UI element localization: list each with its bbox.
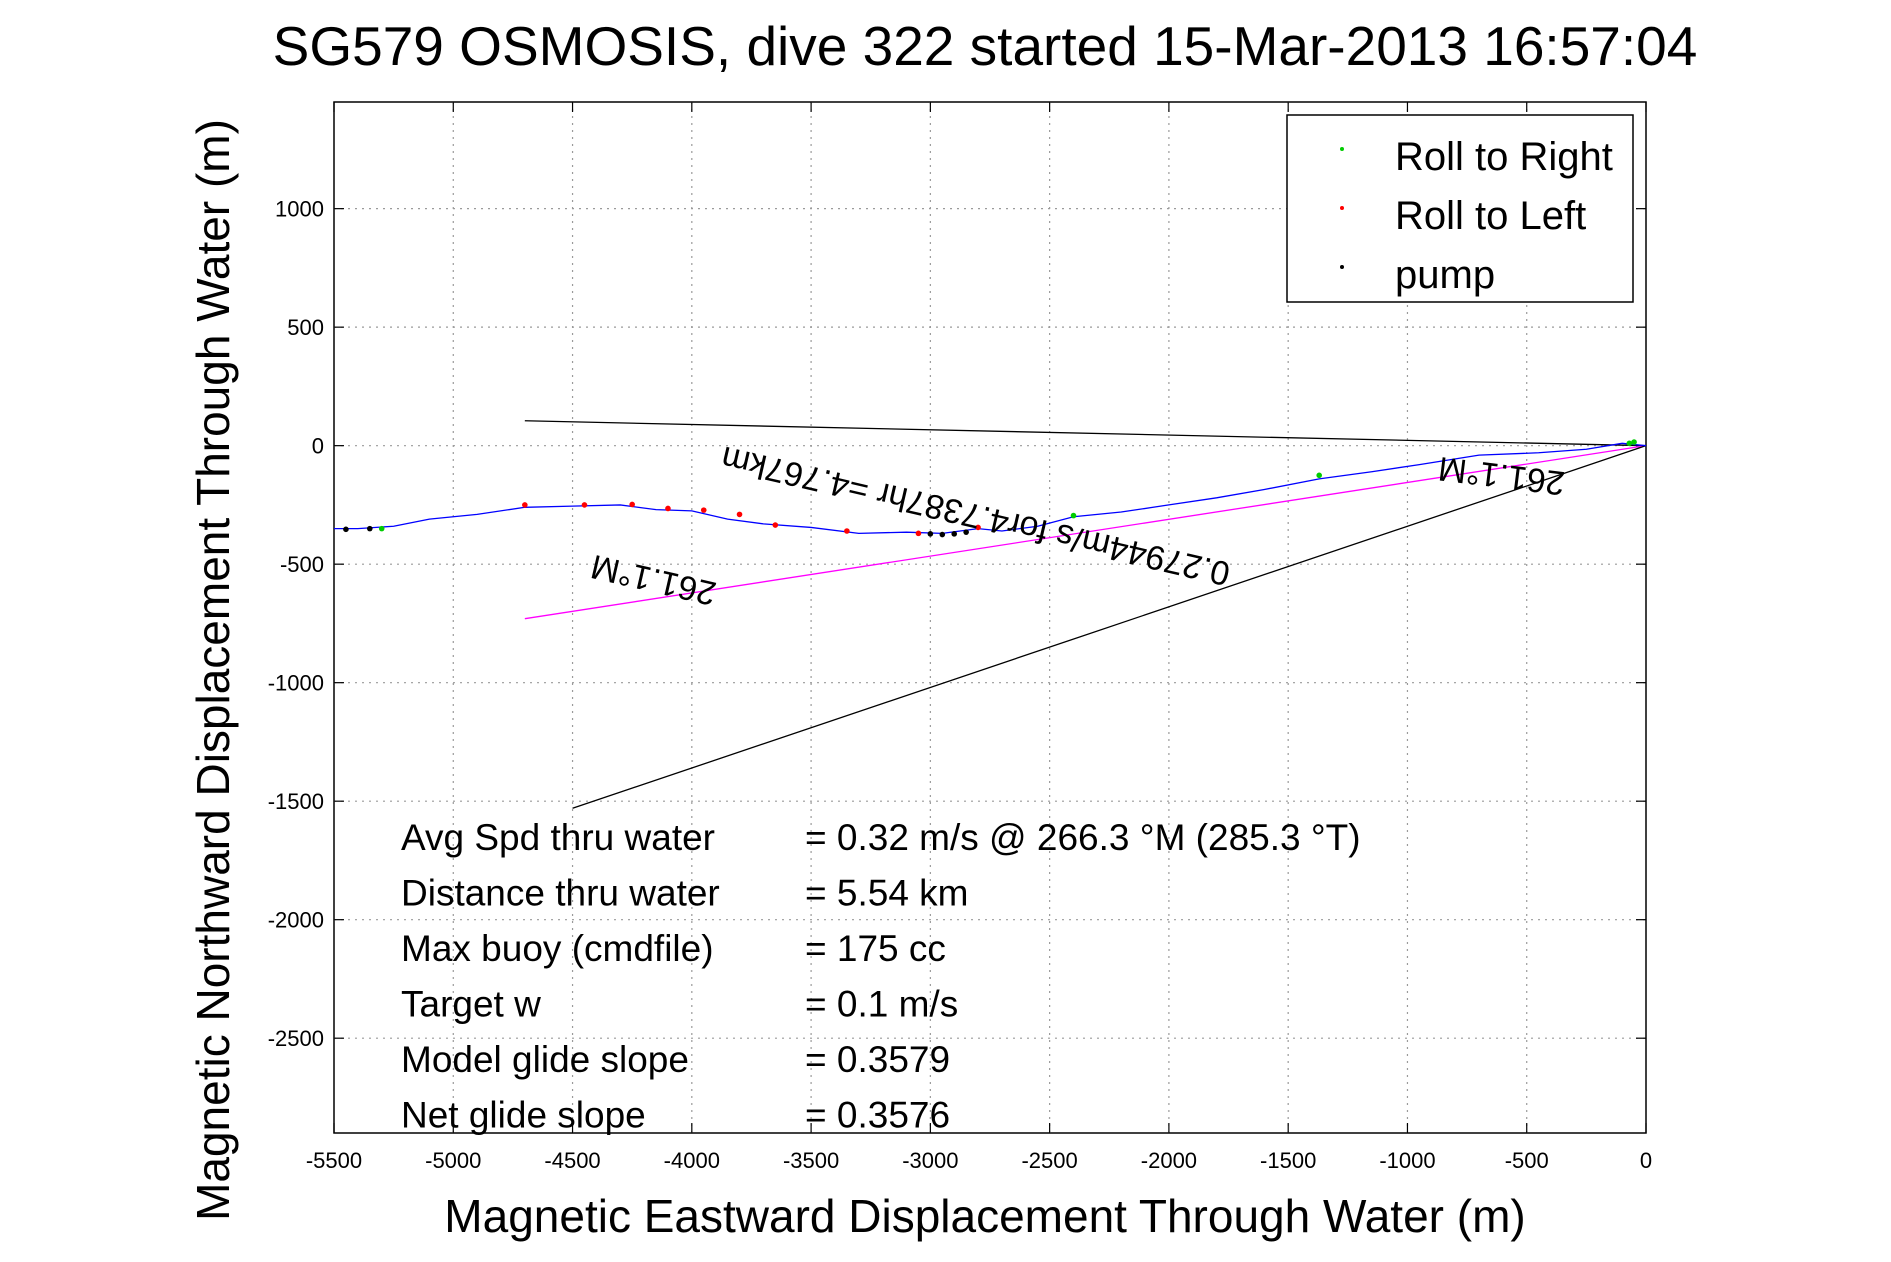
x-tick-label: -1000	[1379, 1148, 1435, 1173]
y-tick-label: -2500	[268, 1026, 324, 1051]
chart-title: SG579 OSMOSIS, dive 322 started 15-Mar-2…	[273, 15, 1698, 77]
roll-left-point	[736, 511, 743, 518]
ticks-layer: -5500 -5000 -4500 -4000 -3500 -3000 -2500 -2000…	[268, 102, 1652, 1173]
x-tick-label: -2500	[1021, 1148, 1077, 1173]
x-tick-label: -3000	[902, 1148, 958, 1173]
x-axis-label: Magnetic Eastward Displacement Through W…	[444, 1190, 1525, 1242]
y-tick-label: -1000	[268, 671, 324, 696]
track-line	[334, 442, 1647, 535]
x-tick-label: -1500	[1260, 1148, 1316, 1173]
legend-label-roll-right: Roll to Right	[1395, 135, 1613, 179]
x-tick-label: -4500	[544, 1148, 600, 1173]
y-axis-label: Magnetic Northward Displacement Through …	[187, 119, 239, 1221]
roll-right-point	[1316, 472, 1322, 479]
y-tick-label: 0	[312, 434, 324, 459]
roll-left-point	[629, 501, 635, 508]
y-tick-label: -500	[280, 552, 324, 577]
stat-value: = 175 cc	[805, 928, 946, 969]
stats-panel: Avg Spd thru water = 0.32 m/s @ 266.3 °M …	[401, 817, 1361, 1136]
pump-point	[343, 526, 349, 533]
legend-marker-roll-right	[1340, 147, 1344, 151]
roll-right-point	[1626, 440, 1633, 447]
y-tick-label: 1000	[275, 197, 324, 222]
stat-label: Distance thru water	[401, 873, 720, 914]
pump-point	[939, 531, 946, 538]
legend-label-roll-left: Roll to Left	[1395, 194, 1586, 238]
legend-marker-pump	[1340, 265, 1344, 269]
stat-value: = 0.3576	[805, 1095, 950, 1136]
roll-right-point	[378, 525, 385, 532]
grid-layer	[334, 102, 1646, 1133]
pump-point	[951, 531, 958, 537]
points-layer	[343, 439, 1637, 538]
pump-point	[927, 531, 934, 537]
roll-left-point	[915, 530, 922, 537]
legend-box	[1286, 114, 1634, 303]
roll-left-point	[665, 505, 671, 512]
stat-label: Avg Spd thru water	[401, 817, 715, 858]
guide-line	[572, 445, 1647, 809]
x-tick-label: 0	[1640, 1148, 1652, 1173]
stat-value: = 0.3579	[805, 1039, 950, 1080]
legend: Roll to Right Roll to Left pump	[1286, 114, 1634, 303]
y-tick-label: 500	[287, 315, 324, 340]
stat-label: Net glide slope	[401, 1095, 646, 1136]
stat-value: = 0.1 m/s	[805, 984, 958, 1025]
x-tick-label: -4000	[664, 1148, 720, 1173]
legend-label-pump: pump	[1395, 253, 1495, 297]
y-tick-label: -1500	[268, 789, 324, 814]
stat-label: Model glide slope	[401, 1039, 689, 1080]
guide-line	[524, 445, 1647, 620]
guide-line	[524, 420, 1647, 447]
x-tick-label: -5000	[425, 1148, 481, 1173]
roll-left-point	[522, 502, 528, 508]
roll-left-point	[581, 502, 588, 508]
roll-right-point	[1631, 439, 1637, 445]
pump-point	[963, 529, 969, 535]
stat-value: = 5.54 km	[805, 873, 969, 914]
legend-marker-roll-left	[1340, 206, 1344, 210]
roll-right-point	[1070, 512, 1077, 519]
x-tick-label: -2000	[1141, 1148, 1197, 1173]
pump-point	[366, 525, 373, 532]
roll-left-point	[975, 524, 981, 531]
track-layer	[334, 442, 1647, 535]
stat-label: Max buoy (cmdfile)	[401, 928, 714, 969]
x-tick-label: -500	[1505, 1148, 1549, 1173]
guide-lines-layer	[524, 420, 1647, 809]
y-tick-label: -2000	[268, 908, 324, 933]
stat-value: = 0.32 m/s @ 266.3 °M (285.3 °T)	[805, 817, 1361, 858]
roll-left-point	[844, 528, 850, 534]
x-tick-label: -3500	[783, 1148, 839, 1173]
x-tick-label: -5500	[306, 1148, 362, 1173]
roll-left-point	[700, 507, 707, 513]
roll-left-point	[772, 522, 779, 528]
stat-label: Target w	[401, 984, 541, 1025]
